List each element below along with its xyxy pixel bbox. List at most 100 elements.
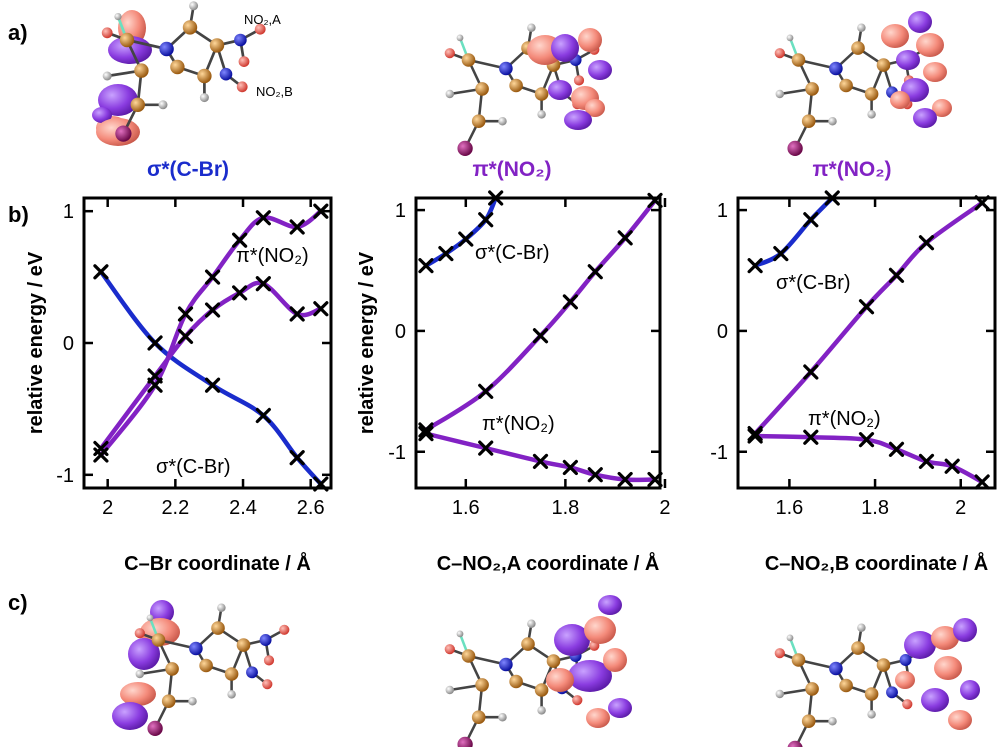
oxygen-atom	[238, 56, 250, 67]
chart-3-xtick-label: 1.8	[861, 497, 889, 519]
chart-1-series-3-point	[313, 301, 329, 317]
orbital-lobe-negative	[548, 80, 572, 100]
carbon-atom	[134, 63, 149, 78]
molecule-a-sigma	[92, 1, 266, 146]
orbital-lobe-positive	[890, 91, 910, 109]
chart-2-series-1-point	[478, 212, 494, 228]
chart-3-series-2-point	[803, 364, 819, 380]
chart-1-ytick-label: 0	[63, 333, 74, 355]
oxygen-atom	[279, 624, 290, 635]
chart-1-frame	[82, 196, 333, 490]
panel-label-a: a)	[8, 20, 28, 45]
molecule-images	[92, 1, 980, 747]
bromine-atom	[787, 140, 803, 157]
bromine-atom	[147, 720, 163, 737]
oxygen-atom	[263, 655, 275, 666]
carbon-atom	[839, 78, 853, 93]
carbon-atom	[199, 658, 213, 673]
carbon-atom	[791, 653, 806, 667]
carbon-atom	[209, 38, 225, 53]
oxygen-atom	[444, 644, 455, 655]
hydrogen-atom	[828, 716, 837, 726]
orbital-lobe-negative	[568, 660, 612, 692]
hydrogen-atom	[857, 23, 866, 32]
chart-1-xlabel: C–Br coordinate / Å	[124, 551, 311, 575]
orbital-lobe-negative	[904, 631, 936, 659]
carbon-atom	[475, 678, 489, 692]
chart-3-series-2-line	[752, 200, 985, 436]
oxygen-atom	[444, 48, 455, 59]
chart-1-annotation: π*(NO₂)	[236, 245, 309, 267]
carbon-atom	[471, 114, 486, 128]
chart-2-xtick-label: 1.8	[551, 497, 579, 519]
bromine-atom	[787, 740, 803, 747]
chart-2-series-1-point	[418, 258, 434, 274]
chart-1-ytick-label: -1	[56, 465, 74, 487]
chart-1-xtick-label: 2.4	[229, 497, 257, 519]
chart-3-series-3-point	[918, 453, 935, 470]
fluorine-atom	[786, 34, 794, 42]
orbital-lobe-positive	[932, 99, 952, 117]
bromine-atom	[457, 736, 473, 747]
chart-2-series-3-point	[532, 453, 549, 470]
nitrogen-atom	[259, 634, 272, 646]
oxygen-atom	[774, 648, 785, 659]
oxygen-atom	[236, 81, 248, 93]
carbon-atom	[161, 694, 176, 708]
hydrogen-atom	[828, 116, 837, 126]
orbital-lobe-negative	[551, 34, 579, 62]
carbon-atom	[461, 649, 476, 663]
energy-charts: 2 2.2 2.4 2.6 -1 0 1 C–Br coordinate / Å relativ…	[25, 190, 997, 575]
carbon-atom	[224, 667, 239, 681]
chart-2-series-1-point	[438, 245, 454, 262]
chart-2-series-3-point	[418, 426, 434, 442]
chart-3-series-3-point	[944, 458, 960, 474]
nitrogen-atom	[899, 654, 912, 666]
carbon-atom	[851, 641, 865, 655]
hydrogen-atom	[867, 710, 876, 719]
chart-2: 1.6 1.8 2 -1 0 1 C–NO₂,A coordinate / Å relativ…	[356, 190, 671, 575]
orbital-lobe-negative	[598, 595, 622, 615]
hydrogen-atom	[189, 1, 199, 11]
chart-1-series-1-point	[93, 264, 109, 280]
chart-1-series-1-point	[289, 450, 305, 466]
carbon-atom	[170, 59, 185, 75]
hydrogen-atom	[527, 619, 536, 628]
hydrogen-atom	[445, 685, 455, 695]
oxygen-atom	[774, 48, 785, 59]
chart-1: 2 2.2 2.4 2.6 -1 0 1 C–Br coordinate / Å relativ…	[25, 196, 333, 575]
fluorine-atom	[114, 12, 122, 21]
carbon-atom	[521, 637, 535, 651]
molecule-label-no2a: NO₂,A	[244, 12, 281, 27]
chart-1-annotation: σ*(C-Br)	[156, 456, 231, 478]
chart-1-series-3-point	[204, 302, 221, 318]
chart-2-series-2-point	[418, 422, 434, 438]
chart-2-ytick-label: 0	[395, 321, 406, 343]
chart-3-xlabel: C–NO₂,B coordinate / Å	[765, 551, 988, 575]
carbon-atom	[839, 678, 853, 693]
chart-1-series-3-point	[177, 328, 194, 345]
chart-2-series-2-point	[532, 328, 549, 344]
orbital-lobe-positive	[948, 710, 972, 730]
panel-label-b: b)	[8, 202, 29, 227]
chart-1-ytick-label: 1	[63, 201, 74, 223]
nitrogen-atom	[219, 67, 233, 81]
orbital-lobe-positive	[916, 33, 944, 57]
chart-3-series-2-point	[888, 267, 905, 283]
nitrogen-atom	[829, 661, 843, 676]
chart-3-series-1-point	[773, 245, 789, 262]
chart-1-xtick-label: 2	[102, 497, 113, 519]
nitrogen-atom	[499, 657, 513, 672]
orbital-lobe-negative	[908, 11, 932, 33]
fluorine-atom	[456, 630, 464, 638]
orbital-lobe-positive	[895, 671, 915, 689]
chart-2-frame	[414, 196, 662, 490]
oxygen-atom	[101, 27, 113, 39]
carbon-atom	[851, 41, 865, 55]
hydrogen-atom	[867, 110, 876, 119]
orbital-lobe-positive	[881, 24, 909, 48]
carbon-atom	[801, 714, 816, 728]
orbital-lobe-negative	[913, 108, 937, 128]
carbon-atom	[509, 674, 523, 689]
orbital-lobe-negative	[564, 110, 592, 130]
